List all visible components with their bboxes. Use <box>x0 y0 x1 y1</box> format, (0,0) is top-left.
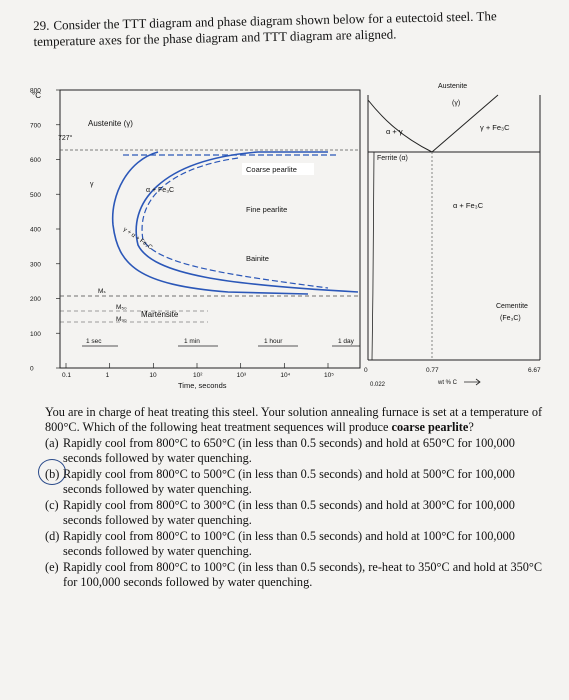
fifty-percent-curve <box>141 157 329 289</box>
phase-x-tick-667: 6.67 <box>528 367 541 374</box>
finish-curve <box>135 151 359 293</box>
marker-1-hour: 1 hour <box>264 338 283 345</box>
option-d: (d) Rapidly cool from 800°C to 100°C (in … <box>45 529 515 558</box>
cementite-formula-label: (Fe₃C) <box>500 315 521 322</box>
ferrite-label: Ferrite (α) <box>377 155 408 162</box>
eutectoid-temp-label: 727° <box>58 134 73 142</box>
ttt-x-axis-label: Time, seconds <box>178 381 227 390</box>
problem-intro: You are in charge of heat treating this … <box>45 405 543 434</box>
gamma-fe3c-label: γ + Fe₃C <box>480 123 510 132</box>
question-number: 29. <box>33 17 50 33</box>
ttt-y-tick-label: 700 <box>30 122 41 129</box>
m50-label: M₅₀ <box>116 304 127 311</box>
phase-diagram: Austenite (γ) α + γ γ + Fe₃C Ferrite (α)… <box>364 83 541 388</box>
start-curve <box>111 151 309 295</box>
ttt-y-tick-label: 0 <box>30 366 34 373</box>
ttt-alpha-fe3c-label: α + Fe₃C <box>146 187 174 194</box>
phase-austenite-label: Austenite <box>438 83 467 90</box>
ttt-y-tick-label: 500 <box>30 192 41 199</box>
ttt-y-ticks: 800 700 600 500 400 300 200 100 0 <box>30 88 60 373</box>
option-e: (e) Rapidly cool from 800°C to 100°C (in … <box>45 560 543 589</box>
ttt-x-tick-label: 1 <box>106 372 110 379</box>
time-markers: 1 sec 1 min 1 hour 1 day <box>82 338 360 347</box>
question-text: Consider the TTT diagram and phase diagr… <box>33 8 497 49</box>
ttt-x-tick-label: 10 <box>149 372 157 379</box>
ttt-x-tick-label: 10⁵ <box>324 372 334 379</box>
bainite-label: Bainite <box>246 254 269 263</box>
ttt-y-tick-label: 400 <box>30 227 41 234</box>
fine-pearlite-label: Fine pearlite <box>246 205 287 214</box>
m90-label: M₉₀ <box>116 316 127 323</box>
ttt-y-tick-label: 100 <box>30 331 41 338</box>
martensite-label: Martensite <box>141 310 179 319</box>
ttt-austenite-label: Austenite (γ) <box>88 119 133 128</box>
coarse-pearlite-label: Coarse pearlite <box>246 165 297 174</box>
acm-line <box>431 94 499 153</box>
phase-alpha-fe3c-label: α + Fe₃C <box>453 201 484 210</box>
cementite-label: Cementite <box>496 303 528 310</box>
ttt-y-tick-label: 800 <box>30 88 41 95</box>
ttt-y-tick-label: 200 <box>30 296 41 303</box>
question-title: 29. Consider the TTT diagram and phase di… <box>33 7 554 50</box>
ttt-and-phase-diagram-figure: °C 800 700 600 500 400 300 200 100 0 0.1 1 10 10² 10… <box>30 83 541 390</box>
phase-austenite-symbol: (γ) <box>452 100 460 107</box>
phase-x-tick-0: 0 <box>364 367 368 374</box>
ttt-gamma-alpha-fe3c-label: γ + α + Fe₃C <box>122 227 154 252</box>
ttt-y-tick-label: 600 <box>30 157 41 164</box>
ttt-diagram: °C 800 700 600 500 400 300 200 100 0 0.1 1 10 10² 10… <box>30 88 361 390</box>
ms-label: Mₛ <box>98 288 106 295</box>
ttt-y-unit: °C <box>32 91 41 100</box>
ttt-x-tick-label: 10⁴ <box>280 372 290 379</box>
ttt-x-tick-label: 10² <box>193 372 203 379</box>
phase-x-tick-0022: 0.022 <box>370 382 386 388</box>
alpha-gamma-label: α + γ <box>386 127 403 136</box>
marker-1-sec: 1 sec <box>86 338 102 345</box>
ttt-y-tick-label: 300 <box>30 261 41 268</box>
marker-1-min: 1 min <box>184 338 200 345</box>
arrow-right-icon <box>464 378 481 386</box>
a3-line <box>367 99 433 153</box>
phase-x-axis-label: wt % C <box>437 380 458 386</box>
ttt-gamma-label: γ <box>90 181 94 188</box>
ttt-x-tick-label: 10³ <box>237 372 247 379</box>
option-b: (b) Rapidly cool from 800°C to 500°C (in … <box>45 467 515 496</box>
selection-circle-mark <box>38 459 66 485</box>
intro-bold-term: coarse pearlite <box>391 420 469 434</box>
problem-text: You are in charge of heat treating this … <box>45 405 550 590</box>
solvus-line <box>371 151 375 361</box>
ttt-x-tick-label: 0.1 <box>62 372 71 379</box>
option-a: (a) Rapidly cool from 800°C to 650°C (in … <box>45 436 515 465</box>
ttt-x-ticks: 0.1 1 10 10² 10³ 10⁴ 10⁵ <box>62 363 334 379</box>
phase-x-tick-077: 0.77 <box>426 367 439 374</box>
marker-1-day: 1 day <box>338 338 355 345</box>
option-c: (c) Rapidly cool from 800°C to 300°C (in … <box>45 498 515 527</box>
